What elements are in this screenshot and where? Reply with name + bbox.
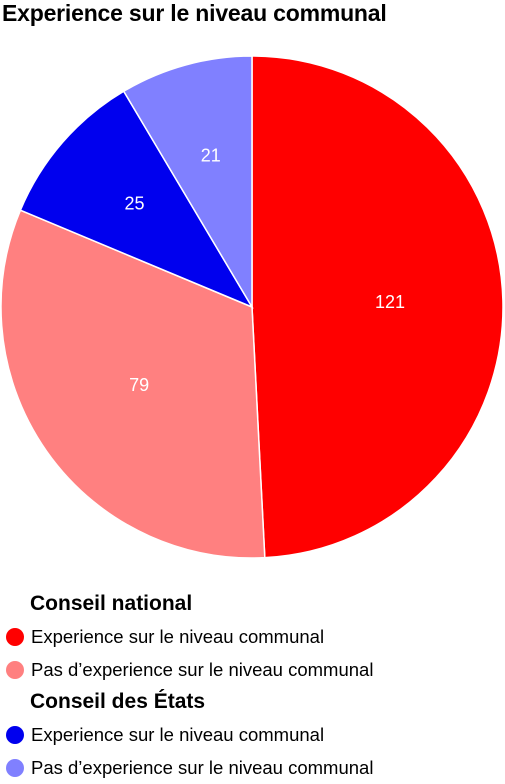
pie-chart: 121 79 25 21 [0, 55, 504, 559]
legend: Conseil national Experience sur le nivea… [6, 588, 501, 784]
pie-slice-0 [251, 55, 504, 559]
pie-slice-1 [0, 209, 266, 559]
legend-swatch-icon [6, 660, 24, 679]
legend-label: Pas d’experience sur le niveau communal [31, 658, 374, 680]
slice-value-label-2: 25 [124, 194, 144, 214]
legend-group-title-conseil-des-etats: Conseil des États [30, 690, 206, 713]
slice-value-label-1: 79 [129, 375, 149, 395]
legend-item-cn-no-experience: Pas d’experience sur le niveau communal [6, 653, 501, 686]
slice-value-label-0: 121 [375, 292, 405, 312]
legend-label: Experience sur le niveau communal [31, 625, 325, 647]
pie-slice-2 [19, 90, 254, 309]
legend-label: Pas d’experience sur le niveau communal [31, 756, 374, 778]
legend-swatch-icon [6, 725, 24, 744]
slice-value-label-3: 21 [201, 146, 221, 166]
legend-item-cn-experience: Experience sur le niveau communal [6, 620, 501, 653]
chart-title: Experience sur le niveau communal [2, 0, 387, 26]
legend-group-title-conseil-national: Conseil national [30, 592, 193, 615]
legend-item-ce-no-experience: Pas d’experience sur le niveau communal [6, 751, 501, 784]
legend-swatch-icon [6, 758, 24, 777]
pie-slice-3 [122, 55, 253, 310]
legend-swatch-icon [6, 627, 24, 646]
legend-item-ce-experience: Experience sur le niveau communal [6, 718, 501, 751]
legend-label: Experience sur le niveau communal [31, 723, 325, 745]
